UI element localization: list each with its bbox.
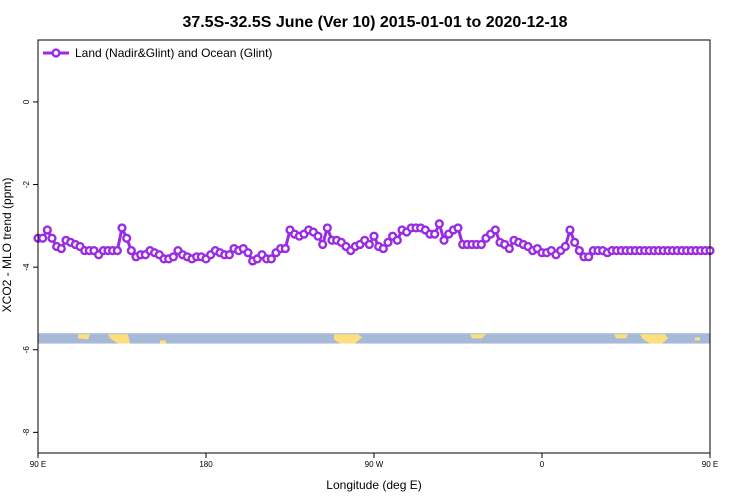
map-land-shape	[695, 337, 700, 341]
data-point	[574, 246, 584, 256]
data-point	[570, 237, 580, 247]
map-land-shape	[108, 334, 130, 344]
map-land-shape	[78, 334, 90, 340]
data-point	[392, 235, 402, 245]
data-point	[584, 252, 594, 262]
data-point	[490, 225, 500, 235]
legend-label: Land (Nadir&Glint) and Ocean (Glint)	[75, 46, 272, 60]
map-land-shape	[640, 334, 668, 344]
y-axis-label: XCO2 - MLO trend (ppm)	[0, 178, 14, 313]
x-axis-label: Longitude (deg E)	[326, 478, 421, 492]
map-land-shape	[160, 340, 166, 344]
data-point	[439, 235, 449, 245]
y-tick-label: -6	[22, 346, 31, 354]
data-point	[560, 241, 570, 252]
data-point	[313, 231, 323, 241]
data-point	[364, 239, 374, 250]
map-strip	[38, 333, 710, 344]
data-point	[117, 223, 127, 233]
data-point	[378, 243, 388, 254]
x-tick-label: 90 W	[365, 460, 384, 469]
data-point	[565, 225, 575, 235]
legend: Land (Nadir&Glint) and Ocean (Glint)	[43, 46, 272, 60]
y-axis: 0 -2 -4 -6 -8	[22, 99, 38, 436]
map-land-shape	[334, 334, 362, 344]
data-layer	[33, 219, 715, 266]
y-tick-label: -8	[22, 428, 31, 436]
data-point	[383, 237, 393, 247]
data-point	[453, 223, 463, 233]
x-tick-label: 0	[540, 460, 545, 469]
data-point	[112, 246, 122, 256]
legend-marker	[51, 48, 61, 58]
data-point	[47, 233, 57, 243]
map-ocean-band	[38, 333, 710, 344]
data-point	[168, 252, 178, 262]
data-point	[243, 248, 253, 258]
x-axis: 90 E 180 90 W 0 90 E	[30, 453, 718, 469]
data-point	[38, 233, 48, 243]
data-point	[322, 223, 332, 233]
x-tick-label: 90 E	[30, 460, 46, 469]
plot-area	[33, 39, 715, 454]
x-tick-label: 90 E	[702, 460, 718, 469]
map-land-shape	[614, 334, 628, 339]
y-tick-label: -4	[22, 263, 31, 271]
y-tick-label: -2	[22, 180, 31, 188]
data-point	[434, 219, 444, 229]
data-point	[266, 254, 276, 264]
data-point	[56, 243, 66, 254]
data-point	[126, 246, 136, 256]
data-point	[224, 250, 234, 260]
data-point	[122, 233, 132, 243]
data-point	[476, 239, 486, 250]
data-point	[280, 243, 290, 254]
data-point	[42, 225, 52, 235]
plot-frame	[37, 39, 711, 454]
data-point	[504, 243, 514, 254]
chart-title: 37.5S-32.5S June (Ver 10) 2015-01-01 to …	[182, 14, 567, 31]
y-tick-label: 0	[22, 99, 31, 104]
data-point	[318, 239, 328, 250]
data-point	[369, 231, 379, 241]
map-land-shape	[470, 334, 486, 339]
data-point	[430, 229, 440, 239]
x-tick-label: 180	[199, 460, 213, 469]
